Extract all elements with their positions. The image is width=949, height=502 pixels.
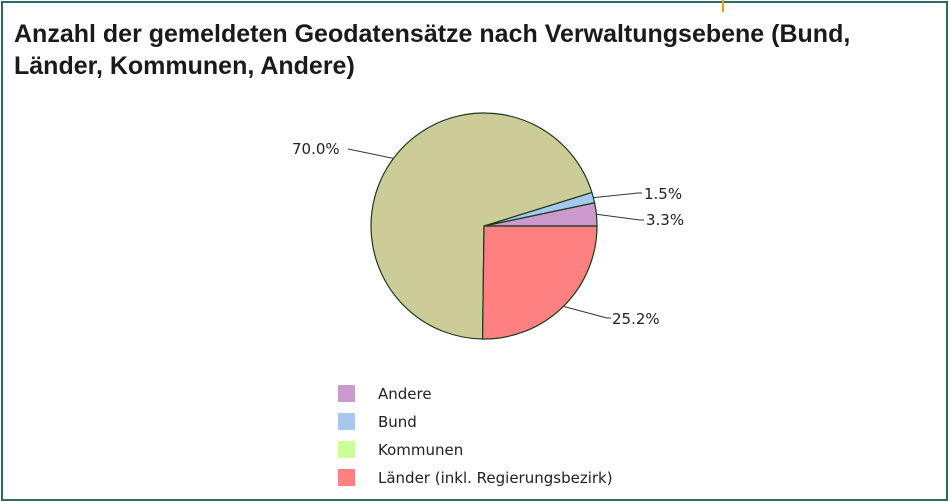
chart-title: Anzahl der gemeldeten Geodatensätze nach… <box>14 20 851 80</box>
legend-label-andere: Andere <box>378 385 432 403</box>
legend-swatch-bund <box>338 413 355 430</box>
leader-line-kommunen <box>347 148 394 159</box>
accent-mark <box>722 0 724 12</box>
legend-swatch-andere <box>338 385 355 402</box>
leader-line-bund <box>593 192 639 199</box>
pie-slice-kommunen <box>370 112 593 340</box>
data-label-l-nder-inkl-regierungsbezirk: 25.2% <box>612 310 660 328</box>
pie-slices <box>370 112 598 340</box>
leader-line-l-nder-inkl-regierungsbezirk <box>563 305 608 319</box>
pie-labels: 3.3% 1.5% 70.0% 25.2% <box>292 140 684 328</box>
legend-swatch-kommunen <box>338 441 355 458</box>
legend-label-bund: Bund <box>378 413 417 431</box>
legend-label-l-nder-inkl-regierungsbezirk: Länder (inkl. Regierungsbezirk) <box>378 469 613 487</box>
chart-legend: Andere Bund Kommunen Länder (inkl. Regierun… <box>338 385 613 487</box>
leader-line-andere <box>596 213 641 221</box>
data-label-andere: 3.3% <box>646 211 684 229</box>
data-label-bund: 1.5% <box>644 185 682 203</box>
legend-swatch-l-nder-inkl-regierungsbezirk <box>338 469 355 486</box>
data-label-kommunen: 70.0% <box>292 140 340 158</box>
pie-slice-l-nder-inkl-regierungsbezirk <box>481 225 598 340</box>
legend-label-kommunen: Kommunen <box>378 441 463 459</box>
